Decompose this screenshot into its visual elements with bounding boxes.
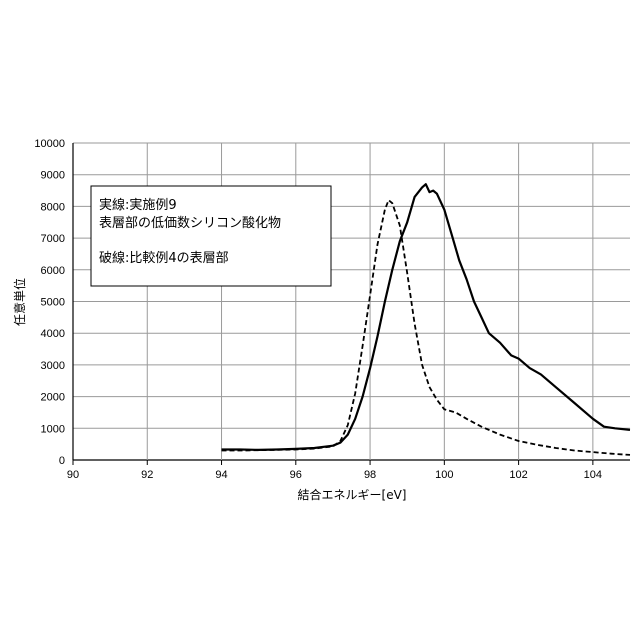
y-tick-label: 5000 bbox=[41, 297, 65, 309]
legend-line-solid-desc: 表層部の低価数シリコン酸化物 bbox=[99, 216, 281, 231]
x-tick-label: 100 bbox=[435, 469, 453, 481]
y-axis-title: 任意単位 bbox=[12, 278, 27, 326]
y-tick-label: 7000 bbox=[41, 233, 65, 245]
y-tick-label: 2000 bbox=[41, 392, 65, 404]
x-tick-label: 102 bbox=[509, 469, 527, 481]
legend-box: 実線:実施例9 表層部の低価数シリコン酸化物 破線:比較例4の表層部 bbox=[91, 186, 331, 286]
x-tick-label: 92 bbox=[141, 469, 153, 481]
legend-line-solid: 実線:実施例9 bbox=[99, 197, 177, 213]
x-tick-label: 94 bbox=[215, 469, 227, 481]
x-tick-label: 104 bbox=[584, 469, 602, 481]
y-tick-label: 10000 bbox=[34, 138, 65, 150]
y-tick-label: 3000 bbox=[41, 360, 65, 372]
y-tick-label: 0 bbox=[59, 455, 65, 467]
x-tick-label: 98 bbox=[364, 469, 376, 481]
x-axis-title: 結合エネルギー[eV] bbox=[298, 487, 407, 502]
legend-line-dashed: 破線:比較例4の表層部 bbox=[99, 250, 229, 266]
x-tick-label: 90 bbox=[67, 469, 79, 481]
x-tick-label: 96 bbox=[290, 469, 302, 481]
y-tick-label: 8000 bbox=[41, 201, 65, 213]
y-tick-label: 6000 bbox=[41, 265, 65, 277]
y-tick-label: 9000 bbox=[41, 170, 65, 182]
y-tick-label: 1000 bbox=[41, 423, 65, 435]
y-tick-label: 4000 bbox=[41, 328, 65, 340]
